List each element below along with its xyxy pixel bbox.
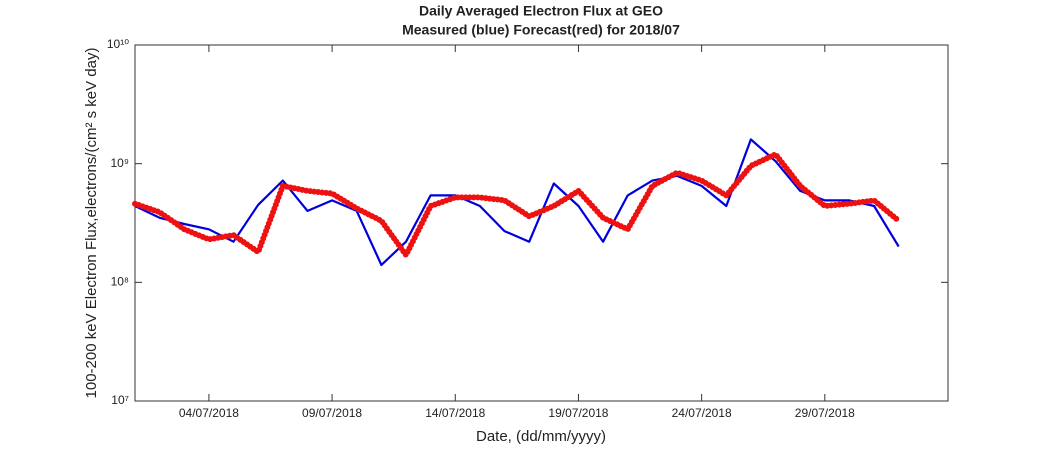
- x-tick-label: 29/07/2018: [795, 406, 855, 420]
- y-tick-label: 10⁷: [111, 393, 129, 407]
- x-tick-label: 04/07/2018: [179, 406, 239, 420]
- chart-title: Daily Averaged Electron Flux at GEO: [419, 3, 663, 19]
- chart-subtitle: Measured (blue) Forecast(red) for 2018/0…: [402, 22, 680, 38]
- y-axis-label: 100-200 keV Electron Flux,electrons/(cm²…: [83, 48, 100, 399]
- plot-frame: [134, 44, 949, 402]
- x-tick-label: 19/07/2018: [548, 406, 608, 420]
- x-tick-label: 09/07/2018: [302, 406, 362, 420]
- x-axis-label: Date, (dd/mm/yyyy): [476, 428, 606, 445]
- x-tick-label: 14/07/2018: [425, 406, 485, 420]
- y-tick-label: 10¹⁰: [107, 37, 129, 51]
- series-line: [132, 151, 902, 258]
- y-tick-label: 10⁸: [111, 275, 129, 289]
- y-tick-label: 10⁹: [111, 156, 130, 170]
- x-tick-label: 24/07/2018: [672, 406, 732, 420]
